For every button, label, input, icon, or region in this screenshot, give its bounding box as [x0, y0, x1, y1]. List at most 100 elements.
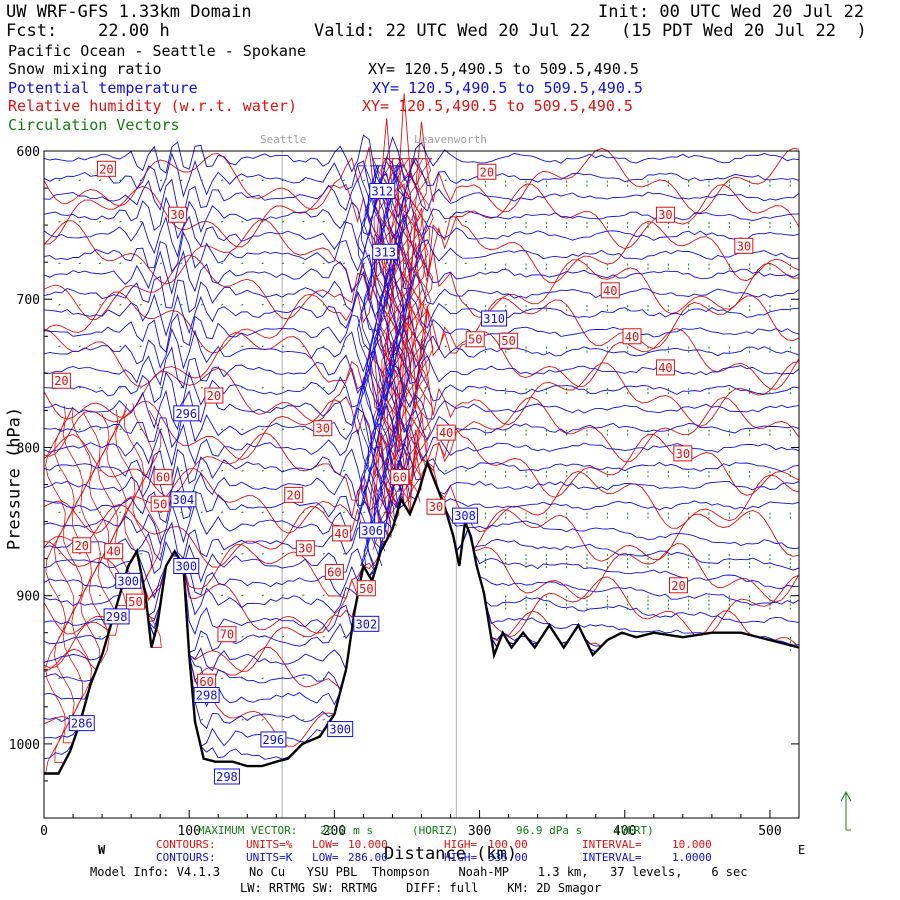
theta-contour	[43, 403, 800, 453]
circulation-vector	[200, 179, 204, 182]
rh-contour	[97, 409, 119, 636]
circulation-vector	[281, 428, 286, 431]
theta-contour	[43, 267, 800, 319]
circulation-vector	[241, 552, 245, 555]
circulation-vector	[322, 552, 326, 555]
circulation-vector	[302, 594, 306, 597]
circulation-vector	[200, 428, 204, 431]
rh-label: 40	[334, 527, 348, 541]
circulation-vector	[302, 428, 306, 431]
circulation-vector	[220, 179, 225, 182]
circulation-vector	[444, 303, 448, 306]
circulation-vector	[220, 303, 225, 306]
circulation-vector	[180, 511, 184, 514]
circulation-vector	[302, 220, 306, 223]
theta-label: 313	[374, 245, 396, 259]
theta-contour	[369, 165, 383, 567]
theta-contour	[43, 152, 800, 208]
circulation-vector	[302, 677, 306, 680]
x-tick-label: 0	[40, 824, 48, 839]
rh-label-box	[217, 626, 237, 643]
circulation-vector	[241, 511, 245, 514]
circulation-vector	[220, 677, 225, 680]
circulation-vector	[464, 220, 469, 223]
circulation-vector	[98, 511, 103, 514]
circulation-vector	[322, 718, 326, 721]
circulation-vector	[363, 179, 367, 182]
theta-label-box	[369, 183, 396, 200]
circulation-vector	[363, 511, 367, 514]
circulation-vector	[424, 179, 428, 182]
circulation-vector	[424, 262, 428, 265]
rh-label: 20	[54, 374, 68, 388]
rh-label: 20	[671, 579, 685, 593]
circulation-vector	[241, 428, 245, 431]
theta-contour	[360, 165, 374, 567]
theta-high: 335.00	[488, 851, 528, 864]
circulation-vector	[302, 345, 306, 348]
rh-label-box	[477, 163, 497, 180]
theta-label: 308	[454, 509, 476, 523]
circulation-vector	[302, 718, 306, 721]
circulation-vector	[261, 677, 265, 680]
rh-contour	[43, 385, 800, 490]
rh-low-label: LOW=	[312, 838, 339, 851]
x-axis-label: Distance (km)	[384, 844, 518, 864]
circulation-vector	[261, 428, 265, 431]
theta-label-box	[103, 608, 130, 625]
circulation-vector	[139, 345, 143, 348]
theta-contour	[388, 165, 402, 507]
circulation-vector	[281, 469, 286, 472]
circulation-vector	[78, 635, 82, 638]
circulation-vector	[363, 303, 367, 306]
circulation-vector	[424, 428, 428, 431]
rh-contours-label: CONTOURS:	[156, 838, 216, 851]
theta-contour	[43, 460, 800, 672]
circulation-vector	[342, 511, 347, 514]
y-tick-label: 600	[17, 145, 40, 160]
circulation-vector	[180, 345, 184, 348]
rh-label-box	[104, 543, 124, 560]
theta-label: 296	[175, 407, 197, 421]
forecast-hour: Fcst: 22.00 h	[6, 21, 170, 41]
circulation-vector	[58, 469, 62, 472]
circulation-vector	[281, 594, 286, 597]
circulation-vector	[58, 345, 62, 348]
rh-contour	[132, 402, 154, 582]
theta-label: 300	[329, 723, 351, 737]
circulation-vector	[180, 179, 184, 182]
circulation-vector	[159, 262, 164, 265]
field-vectors-name: Circulation Vectors	[8, 116, 180, 134]
circulation-vector	[261, 386, 265, 389]
rh-contour	[395, 157, 413, 503]
theta-label-box	[327, 721, 354, 738]
theta-label: 298	[196, 688, 218, 702]
circulation-vector	[78, 552, 82, 555]
max-vector-vert-value: 96.9 dPa s	[516, 824, 583, 837]
theta-label-box	[170, 491, 197, 508]
circulation-vector	[464, 262, 469, 265]
circulation-vector	[281, 345, 286, 348]
rh-label: 20	[480, 165, 494, 179]
rh-label-box	[436, 424, 456, 441]
field-rh-name: Relative humidity (w.r.t. water)	[8, 97, 297, 115]
terrain-profile	[44, 458, 800, 775]
rh-label-box	[600, 282, 620, 299]
circulation-vector	[363, 262, 367, 265]
domain-title: UW WRF-GFS 1.33km Domain	[6, 2, 252, 22]
circulation-vector	[78, 594, 82, 597]
theta-contour	[363, 165, 377, 567]
circulation-vector	[261, 552, 265, 555]
circulation-vector	[58, 220, 62, 223]
circulation-vector	[58, 594, 62, 597]
rh-label: 50	[153, 497, 167, 511]
rh-label-box	[324, 563, 344, 580]
theta-label: 304	[173, 493, 195, 507]
circulation-vector	[322, 303, 326, 306]
circulation-vector	[302, 262, 306, 265]
theta-label: 300	[117, 574, 139, 588]
rh-label-box	[168, 206, 188, 223]
circulation-vector	[444, 179, 448, 182]
valid-time: Valid: 22 UTC Wed 20 Jul 22 (15 PDT Wed …	[314, 21, 867, 41]
